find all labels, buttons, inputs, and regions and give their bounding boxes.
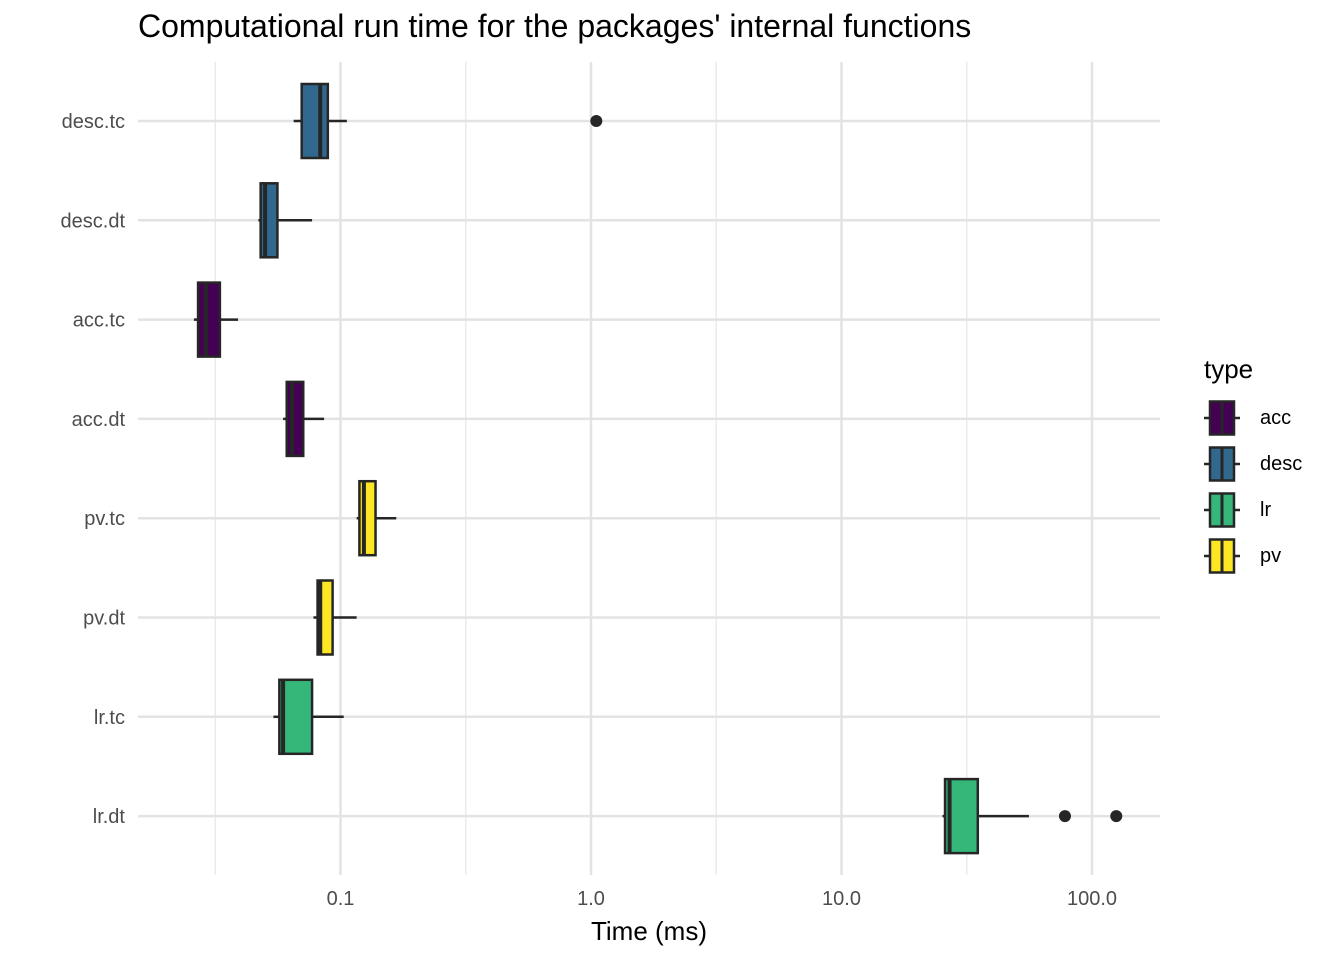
boxes <box>193 82 1123 855</box>
box-body <box>285 380 305 458</box>
x-tick-label: 1.0 <box>577 888 605 910</box>
legend-label: pv <box>1260 544 1282 567</box>
legend-item-lr: lr <box>1204 487 1302 533</box>
box-lr.tc <box>273 678 344 756</box>
y-tick-label: lr.tc <box>94 707 125 729</box>
y-tick-label: acc.tc <box>73 310 125 332</box>
box-lr.dt <box>942 777 1123 855</box>
outlier-point <box>1110 810 1123 823</box>
box-body <box>358 479 377 557</box>
y-tick-label: lr.dt <box>93 806 126 828</box>
x-tick-label: 10.0 <box>822 888 861 910</box>
y-tick-label: acc.dt <box>72 409 126 431</box>
legend-items: acc desc lr pv <box>1204 395 1302 579</box>
box-desc.dt <box>258 182 313 259</box>
legend: type acc desc lr pv <box>1204 354 1302 579</box>
legend-key-desc <box>1204 446 1240 482</box>
legend-title: type <box>1204 354 1254 384</box>
y-tick-labels: desc.tc desc.dt acc.tc acc.dt pv.tc pv.dt lr.t… <box>61 111 126 828</box>
legend-key-acc <box>1204 400 1240 436</box>
y-tick-label: desc.dt <box>61 210 126 232</box>
x-axis-label: Time (ms) <box>591 916 707 946</box>
box-pv.dt <box>313 579 357 656</box>
minor-gridlines <box>214 62 968 875</box>
legend-key-lr <box>1204 492 1240 528</box>
box-desc.tc <box>293 82 603 160</box>
outlier-point <box>1058 810 1071 823</box>
x-tick-label: 100.0 <box>1067 888 1117 910</box>
legend-item-acc: acc <box>1204 395 1302 441</box>
box-acc.dt <box>283 380 325 458</box>
chart-title: Computational run time for the packages'… <box>138 8 972 44</box>
y-tick-label: desc.tc <box>62 111 125 133</box>
y-tick-label: pv.dt <box>83 608 125 630</box>
y-tick-label: pv.tc <box>84 508 125 530</box>
x-tick-labels: 0.1 1.0 10.0 100.0 <box>327 888 1117 910</box>
legend-label: acc <box>1260 406 1292 429</box>
legend-label: lr <box>1260 498 1272 521</box>
box-acc.tc <box>193 281 239 358</box>
legend-label: desc <box>1260 452 1303 475</box>
legend-key-pv <box>1204 538 1240 574</box>
box-pv.tc <box>356 479 397 557</box>
box-body <box>300 82 330 160</box>
box-body <box>196 281 222 358</box>
outlier-point <box>590 115 603 127</box>
x-tick-label: 0.1 <box>327 888 355 910</box>
legend-item-pv: pv <box>1204 533 1302 579</box>
legend-item-desc: desc <box>1204 441 1302 487</box>
